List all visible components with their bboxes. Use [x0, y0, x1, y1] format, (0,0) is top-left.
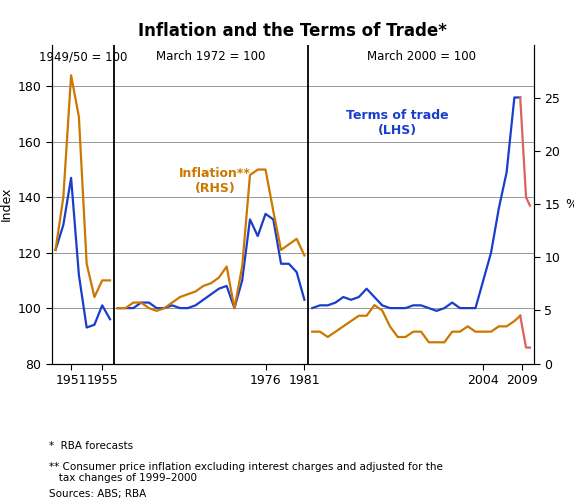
Text: March 1972 = 100: March 1972 = 100 [156, 50, 266, 63]
Text: *  RBA forecasts: * RBA forecasts [49, 441, 133, 451]
Title: Inflation and the Terms of Trade*: Inflation and the Terms of Trade* [138, 22, 447, 40]
Text: 1949/50 = 100: 1949/50 = 100 [38, 50, 127, 63]
Text: Inflation**
(RHS): Inflation** (RHS) [179, 167, 251, 195]
Y-axis label: Index: Index [0, 187, 13, 222]
Text: Sources: ABS; RBA: Sources: ABS; RBA [49, 489, 146, 498]
Text: Terms of trade
(LHS): Terms of trade (LHS) [347, 109, 449, 136]
Y-axis label: %: % [565, 198, 574, 211]
Text: March 2000 = 100: March 2000 = 100 [367, 50, 475, 63]
Text: ** Consumer price inflation excluding interest charges and adjusted for the
   t: ** Consumer price inflation excluding in… [49, 462, 443, 483]
